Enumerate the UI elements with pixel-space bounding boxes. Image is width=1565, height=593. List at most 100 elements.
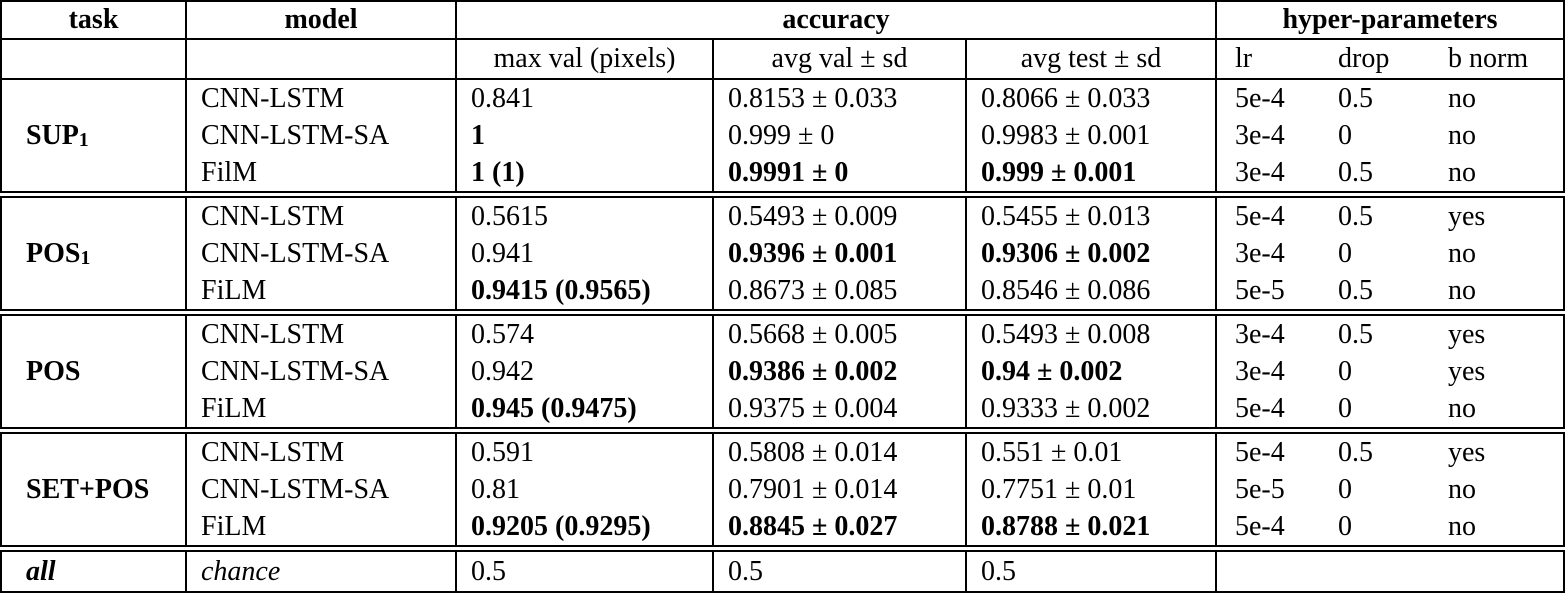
avg-val-cell: 0.999 ± 0 xyxy=(712,117,965,154)
subheader-model-empty xyxy=(185,38,455,78)
avg-test-cell: 0.5455 ± 0.013 xyxy=(965,198,1215,235)
lr-cell: 3e-4 xyxy=(1215,117,1330,154)
model-cell: chance xyxy=(185,552,455,591)
subheader-b-norm: b norm xyxy=(1440,38,1563,78)
avg-val-cell: 0.7901 ± 0.014 xyxy=(712,471,965,508)
task-subscript: 1 xyxy=(78,129,89,151)
model-cell: FiLM xyxy=(185,390,455,427)
drop-cell: 0 xyxy=(1338,473,1352,505)
avg-test-cell: 0.551 ± 0.01 xyxy=(965,434,1215,471)
model-cell: FiLM xyxy=(185,272,455,309)
subheader-avg-val: avg val ± sd xyxy=(712,38,965,78)
avg-val-cell: 0.5493 ± 0.009 xyxy=(712,198,965,235)
hyper-empty-cell xyxy=(1215,552,1563,591)
max-val-cell: 1 xyxy=(455,117,712,154)
model-cell: CNN-LSTM xyxy=(185,316,455,353)
column-header-hyper-parameters: hyper-parameters xyxy=(1215,2,1563,38)
avg-val-cell: 0.5668 ± 0.005 xyxy=(712,316,965,353)
model-cell: CNN-LSTM-SA xyxy=(185,471,455,508)
subheader-lr: lr xyxy=(1215,38,1330,78)
max-val-cell: 1 (1) xyxy=(455,154,712,191)
avg-test-cell: 0.9333 ± 0.002 xyxy=(965,390,1215,427)
avg-val-cell: 0.9375 ± 0.004 xyxy=(712,390,965,427)
table-header: task model accuracy hyper-parameters max… xyxy=(0,0,1565,80)
model-cell: CNN-LSTM-SA xyxy=(185,353,455,390)
b-norm-cell: no xyxy=(1448,119,1476,151)
avg-test-cell: 0.5493 ± 0.008 xyxy=(965,316,1215,353)
drop-cell: 0 xyxy=(1338,355,1352,387)
subheader-avg-test: avg test ± sd xyxy=(965,38,1215,78)
lr-cell: 5e-4 xyxy=(1215,390,1330,427)
b-norm-cell: no xyxy=(1448,82,1476,114)
avg-val-cell: 0.5808 ± 0.014 xyxy=(712,434,965,471)
sections-container: SUP 1 CNN-LSTM 0.841 0.8153 ± 0.033 0.8066 ± … xyxy=(0,78,1565,547)
b-norm-cell: yes xyxy=(1448,200,1486,232)
lr-cell: 3e-4 xyxy=(1215,353,1330,390)
task-label: POS xyxy=(26,237,81,269)
column-header-model: model xyxy=(185,2,455,38)
avg-test-cell: 0.94 ± 0.002 xyxy=(965,353,1215,390)
footer-row: all chance 0.5 0.5 0.5 xyxy=(0,550,1565,593)
max-val-cell: 0.9415 (0.9565) xyxy=(455,272,712,309)
model-cell: FiLM xyxy=(185,508,455,545)
task-cell: all xyxy=(26,555,56,587)
drop-cell: 0.5 xyxy=(1338,274,1373,306)
lr-cell: 3e-4 xyxy=(1215,235,1330,272)
lr-cell: 5e-4 xyxy=(1215,198,1330,235)
max-val-cell: 0.941 xyxy=(455,235,712,272)
drop-cell: 0.5 xyxy=(1338,436,1373,468)
drop-cell: 0.5 xyxy=(1338,156,1373,188)
avg-val-cell: 0.9386 ± 0.002 xyxy=(712,353,965,390)
model-cell: CNN-LSTM-SA xyxy=(185,117,455,154)
model-cell: CNN-LSTM xyxy=(185,80,455,117)
max-val-cell: 0.841 xyxy=(455,80,712,117)
avg-test-cell: 0.8788 ± 0.021 xyxy=(965,508,1215,545)
b-norm-cell: no xyxy=(1448,237,1476,269)
avg-test-cell: 0.5 xyxy=(965,552,1215,591)
lr-cell: 5e-4 xyxy=(1215,434,1330,471)
avg-test-cell: 0.8066 ± 0.033 xyxy=(965,80,1215,117)
avg-val-cell: 0.9991 ± 0 xyxy=(712,154,965,191)
model-cell: CNN-LSTM xyxy=(185,434,455,471)
task-label: SUP xyxy=(26,119,79,151)
b-norm-cell: yes xyxy=(1448,318,1486,350)
lr-cell: 5e-5 xyxy=(1215,272,1330,309)
drop-cell: 0 xyxy=(1338,392,1352,424)
b-norm-cell: no xyxy=(1448,274,1476,306)
max-val-cell: 0.591 xyxy=(455,434,712,471)
model-cell: CNN-LSTM-SA xyxy=(185,235,455,272)
lr-cell: 3e-4 xyxy=(1215,154,1330,191)
avg-val-cell: 0.8673 ± 0.085 xyxy=(712,272,965,309)
b-norm-cell: no xyxy=(1448,473,1476,505)
avg-test-cell: 0.999 ± 0.001 xyxy=(965,154,1215,191)
lr-cell: 5e-4 xyxy=(1215,80,1330,117)
task-cell: SUP 1 xyxy=(2,80,185,191)
task-cell: POS xyxy=(2,316,185,427)
lr-cell: 5e-4 xyxy=(1215,508,1330,545)
b-norm-cell: no xyxy=(1448,392,1476,424)
avg-val-cell: 0.8153 ± 0.033 xyxy=(712,80,965,117)
task-subscript: 1 xyxy=(80,247,91,269)
column-header-accuracy: accuracy xyxy=(455,2,1215,38)
drop-cell: 0.5 xyxy=(1338,82,1373,114)
max-val-cell: 0.574 xyxy=(455,316,712,353)
max-val-cell: 0.9205 (0.9295) xyxy=(455,508,712,545)
max-val-cell: 0.5 xyxy=(455,552,712,591)
task-section: SUP 1 CNN-LSTM 0.841 0.8153 ± 0.033 0.8066 ± … xyxy=(0,78,1565,193)
avg-val-cell: 0.5 xyxy=(712,552,965,591)
max-val-cell: 0.81 xyxy=(455,471,712,508)
column-header-task: task xyxy=(68,4,119,35)
drop-cell: 0.5 xyxy=(1338,200,1373,232)
task-cell: SET+POS xyxy=(2,434,185,545)
avg-test-cell: 0.9306 ± 0.002 xyxy=(965,235,1215,272)
max-val-cell: 0.945 (0.9475) xyxy=(455,390,712,427)
b-norm-cell: no xyxy=(1448,510,1476,542)
drop-cell: 0 xyxy=(1338,237,1352,269)
task-label: SET+POS xyxy=(26,473,150,505)
subheader-drop: drop xyxy=(1330,38,1440,78)
b-norm-cell: yes xyxy=(1448,436,1486,468)
task-section: POS CNN-LSTM 0.574 0.5668 ± 0.005 0.5493 ± 0… xyxy=(0,314,1565,429)
max-val-cell: 0.5615 xyxy=(455,198,712,235)
avg-test-cell: 0.9983 ± 0.001 xyxy=(965,117,1215,154)
